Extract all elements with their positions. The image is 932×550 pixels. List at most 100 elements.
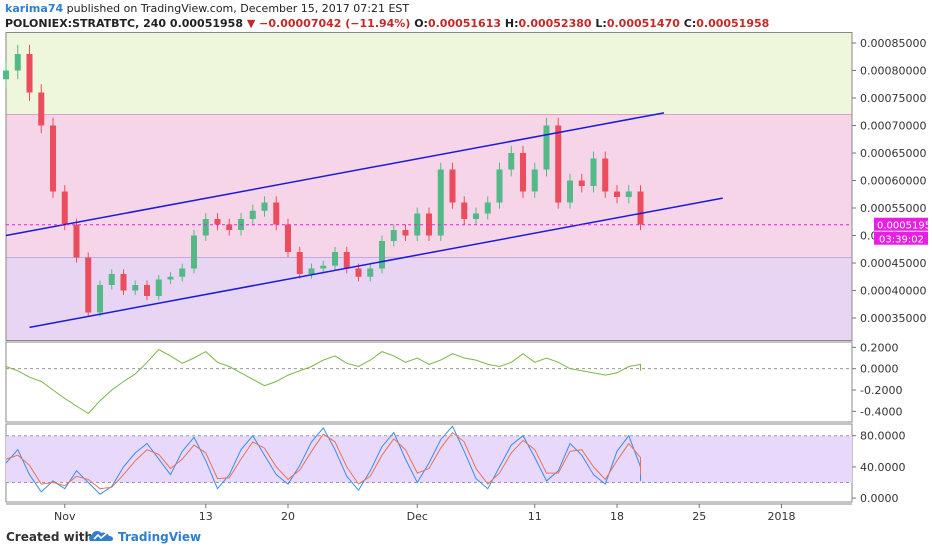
time-axis[interactable]: Nov 13 20 Dec 11 18 25 2018 xyxy=(6,503,852,523)
price-change: −0.00007042 (−11.94%) xyxy=(259,17,411,30)
last-price: 0.00051958 xyxy=(169,17,243,30)
high-value: 0.00052380 xyxy=(518,17,592,30)
publish-line: karima74 published on TradingView.com, D… xyxy=(5,2,409,15)
footer: Created with TradingView xyxy=(0,524,932,550)
last-price-label-bg xyxy=(874,217,928,231)
price-tick-label: 0.00060000 xyxy=(860,175,926,188)
time-tick-label: 18 xyxy=(610,510,624,523)
high-label: H: xyxy=(504,17,519,30)
candle xyxy=(120,274,127,291)
osc-tick-label: -0.2000 xyxy=(860,384,902,397)
candle xyxy=(379,241,385,269)
candle xyxy=(144,285,150,296)
zone-bottom xyxy=(6,257,852,340)
stochastic-d-line xyxy=(5,431,641,490)
candle xyxy=(155,279,162,296)
oscillator-line xyxy=(5,348,641,415)
candle xyxy=(496,169,503,203)
time-tick-label: 2018 xyxy=(768,510,796,523)
candle xyxy=(625,191,632,197)
close-value: 0.00051958 xyxy=(696,17,770,30)
candle xyxy=(543,125,550,170)
candle xyxy=(14,54,21,71)
stoch-tick-label: 40.0000 xyxy=(860,461,906,474)
stochastic-band xyxy=(6,435,852,483)
candle xyxy=(390,230,397,241)
time-tick-label: 11 xyxy=(528,510,542,523)
candle xyxy=(520,153,526,192)
candle xyxy=(355,268,362,277)
price-tick-label: 0.00085000 xyxy=(860,37,926,50)
candle xyxy=(320,265,327,269)
candle xyxy=(261,202,268,211)
price-pane[interactable]: 0.00085000 0.00080000 0.00075000 0.00070000… xyxy=(3,32,932,341)
price-tick-label: 0.00035000 xyxy=(860,312,926,325)
candle xyxy=(578,180,585,186)
candle xyxy=(132,285,139,291)
oscillator-pane[interactable]: 0.2000 0.0000 -0.2000 -0.4000 xyxy=(5,341,902,423)
candle xyxy=(167,276,174,280)
countdown-label: 03:39:02 xyxy=(879,235,924,246)
price-tick-label: 0.00040000 xyxy=(860,285,926,298)
candle xyxy=(508,153,515,170)
candle xyxy=(179,268,186,277)
candle xyxy=(637,191,644,225)
price-tick-label: 0.00075000 xyxy=(860,92,926,105)
candle xyxy=(531,169,538,192)
time-tick-label: 20 xyxy=(281,510,295,523)
candle xyxy=(473,213,479,219)
candle xyxy=(26,54,33,93)
tradingview-brand[interactable]: TradingView xyxy=(118,530,202,544)
candle xyxy=(449,169,456,203)
candle xyxy=(402,230,409,236)
candle xyxy=(226,224,233,230)
osc-tick-label: 0.2000 xyxy=(860,341,899,354)
tradingview-cloud-icon xyxy=(89,531,113,541)
change-down-icon: ▼ xyxy=(246,17,256,30)
countdown-label-bg xyxy=(874,231,928,245)
candle xyxy=(555,125,562,203)
candle xyxy=(108,274,115,285)
time-tick-label: 13 xyxy=(199,510,213,523)
candle xyxy=(273,202,280,225)
candle xyxy=(567,180,573,203)
osc-tick-label: -0.4000 xyxy=(860,405,902,418)
candle xyxy=(461,202,468,219)
low-label: L: xyxy=(595,17,607,30)
author-link[interactable]: karima74 xyxy=(5,2,64,15)
channel-lower-line[interactable] xyxy=(29,197,723,329)
oscillator-frame xyxy=(5,341,853,423)
candle xyxy=(50,125,56,192)
candle xyxy=(214,219,221,225)
price-tick-label: 0.00080000 xyxy=(860,65,926,78)
candle xyxy=(614,191,620,197)
candle xyxy=(484,202,491,214)
price-tick-label: 0.00045000 xyxy=(860,257,926,270)
candle xyxy=(202,219,209,236)
time-tick-label: Dec xyxy=(407,510,428,523)
stochastic-pane[interactable]: 80.0000 40.0000 0.0000 xyxy=(5,423,906,505)
price-tick-label: 0.00055000 xyxy=(860,202,926,215)
time-tick-label: Nov xyxy=(54,510,76,523)
chart-header: karima74 published on TradingView.com, D… xyxy=(0,0,932,32)
candle xyxy=(367,268,374,277)
price-frame xyxy=(5,32,853,341)
open-value: 0.00051613 xyxy=(427,17,502,30)
candle xyxy=(38,92,45,126)
price-tick-label: 0.00065000 xyxy=(860,147,926,160)
symbol-line: POLONIEX:STRATBTC, 240 0.00051958 ▼ −0.0… xyxy=(5,17,769,30)
created-with-label: Created with xyxy=(6,530,94,544)
last-price-label: 0.00051958 xyxy=(877,221,932,232)
candle xyxy=(332,252,338,266)
stoch-tick-label: 0.0000 xyxy=(860,492,899,505)
symbol-label: POLONIEX:STRATBTC, 240 xyxy=(5,17,167,30)
chart-area[interactable]: 0.00085000 0.00080000 0.00075000 0.00070000… xyxy=(0,32,932,524)
candle xyxy=(602,158,609,192)
stoch-tick-label: 80.0000 xyxy=(860,430,906,443)
candle xyxy=(590,158,597,186)
candle xyxy=(3,70,9,80)
open-label: O: xyxy=(414,17,428,30)
channel-upper-line[interactable] xyxy=(5,112,665,237)
time-tick-label: 25 xyxy=(692,510,706,523)
close-label: C: xyxy=(683,17,697,30)
